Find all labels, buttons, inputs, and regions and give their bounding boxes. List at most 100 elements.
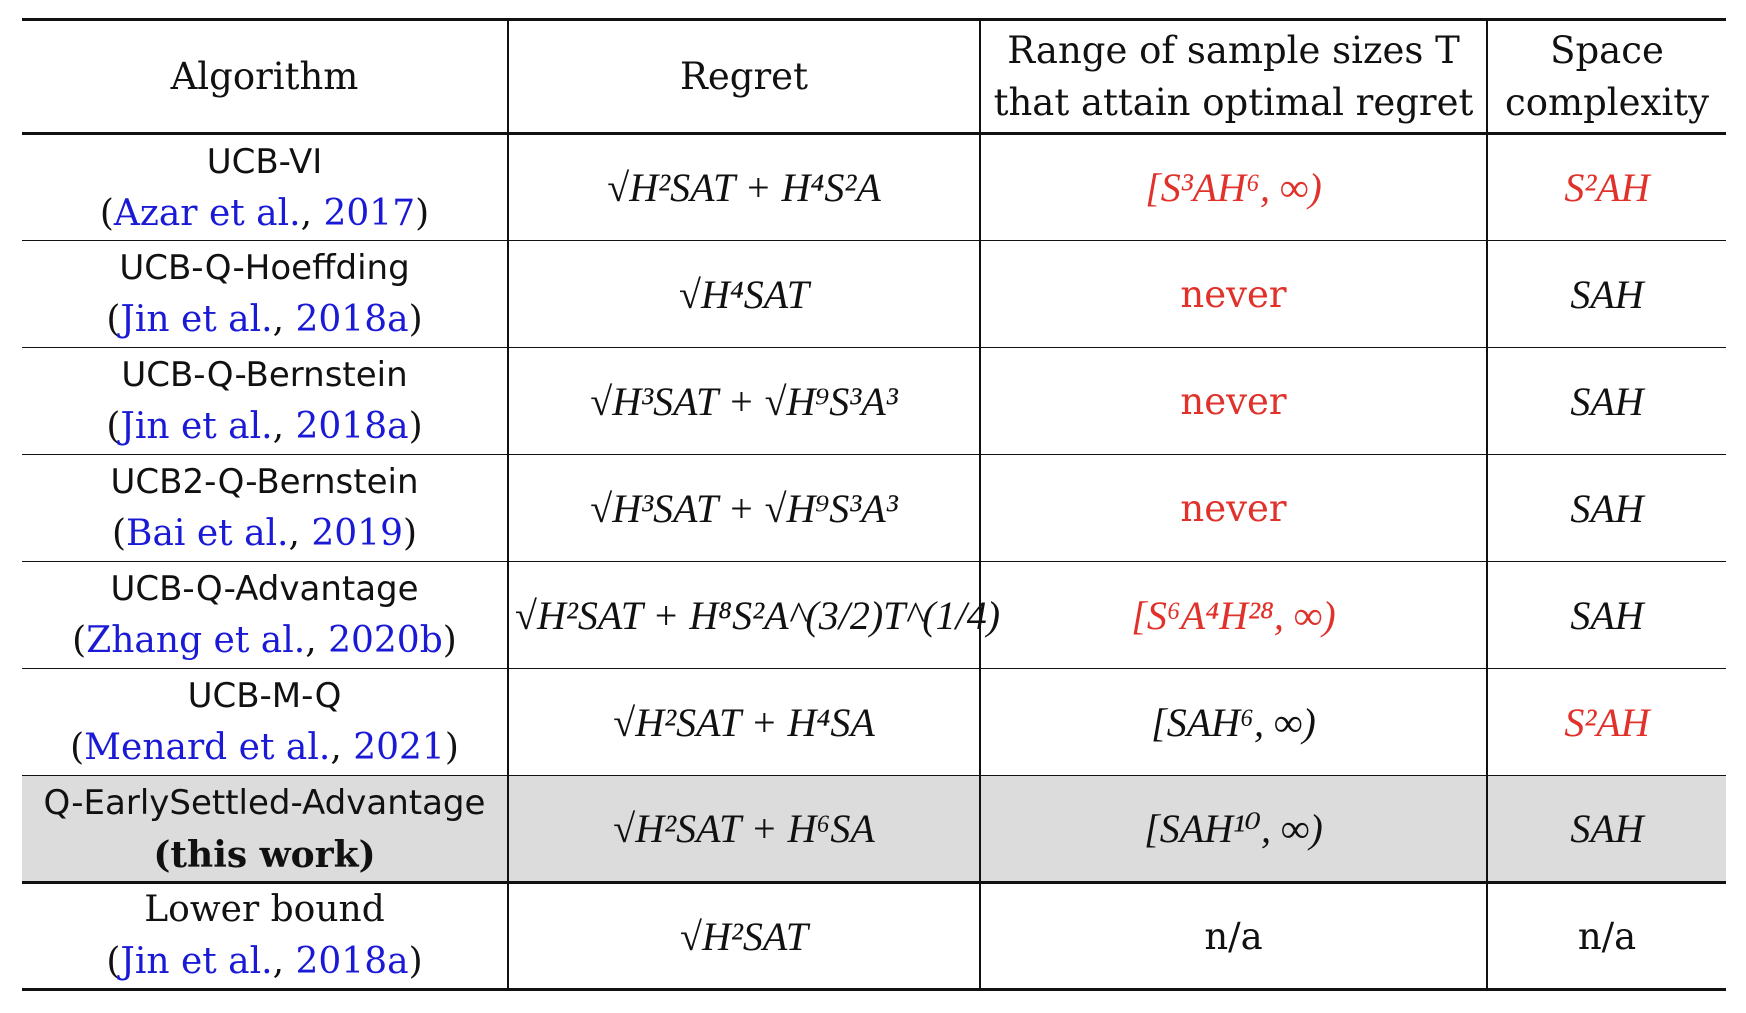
header-range: Range of sample sizes T that attain opti… [979, 18, 1487, 135]
algorithm-cell: UCB-Q-Hoeffding (Jin et al., 2018a) [22, 240, 508, 348]
space-cell: S²AH [1486, 668, 1726, 776]
range-cell: never [979, 240, 1487, 348]
header-row: Algorithm Regret Range of sample sizes T… [22, 18, 1726, 135]
cite-sep: , [305, 620, 329, 661]
header-regret: Regret [507, 18, 980, 135]
table-row: UCB-Q-Hoeffding (Jin et al., 2018a) √H⁴S… [22, 240, 1726, 348]
regret-cell: √H²SAT + H⁴SA [507, 668, 980, 776]
citation-author-link[interactable]: Jin et al. [120, 299, 273, 340]
cite-paren-open: ( [106, 406, 121, 447]
table-row: UCB-VI (Azar et al., 2017) √H²SAT + H⁴S²… [22, 133, 1726, 241]
citation-author-link[interactable]: Bai et al. [125, 513, 289, 554]
citation-author-link[interactable]: Jin et al. [120, 406, 273, 447]
algorithm-name: UCB2-Q-Bernstein [110, 462, 419, 502]
citation: (Jin et al., 2018a) [28, 401, 501, 453]
cite-sep: , [288, 513, 312, 554]
table-row: UCB-M-Q (Menard et al., 2021) √H²SAT + H… [22, 668, 1726, 776]
cite-paren-open: ( [106, 941, 121, 982]
cite-paren-close: ) [415, 192, 430, 234]
regret-cell: √H³SAT + √H⁹S³A³ [507, 454, 980, 562]
cite-paren-open: ( [111, 513, 126, 554]
cite-sep: , [300, 192, 324, 234]
space-cell: SAH [1486, 775, 1726, 884]
regret-cell: √H³SAT + √H⁹S³A³ [507, 347, 980, 455]
algorithm-cell: Lower bound (Jin et al., 2018a) [22, 882, 508, 991]
header-space: Space complexity [1486, 18, 1726, 135]
header-algorithm: Algorithm [22, 18, 508, 135]
regret-cell: √H²SAT + H⁶SA [507, 775, 980, 884]
header-range-line2: that attain optimal regret [993, 80, 1474, 124]
algorithm-cell: UCB-Q-Bernstein (Jin et al., 2018a) [22, 347, 508, 455]
citation-author-link[interactable]: Menard et al. [84, 727, 331, 768]
cite-paren-close: ) [408, 299, 423, 340]
table-row: UCB-Q-Bernstein (Jin et al., 2018a) √H³S… [22, 347, 1726, 455]
space-cell: SAH [1486, 561, 1726, 669]
citation-author-link[interactable]: Azar et al. [113, 192, 301, 234]
citation-year-link[interactable]: 2018a [295, 299, 409, 340]
cite-paren-open: ( [106, 299, 121, 340]
cite-paren-close: ) [408, 941, 423, 982]
citation-year-link[interactable]: 2017 [323, 192, 416, 234]
algorithm-name: UCB-VI [206, 141, 323, 182]
algorithm-name: UCB-Q-Hoeffding [119, 248, 410, 288]
citation-year-link[interactable]: 2021 [353, 727, 445, 768]
cite-paren-open: ( [70, 727, 85, 768]
cite-paren-close: ) [444, 727, 459, 768]
cite-paren-close: ) [408, 406, 423, 447]
header-space-line1: Space [1550, 28, 1664, 72]
comparison-table: Algorithm Regret Range of sample sizes T… [22, 18, 1726, 991]
citation: (Azar et al., 2017) [28, 188, 501, 240]
citation-author-link[interactable]: Jin et al. [120, 941, 273, 982]
citation: (Jin et al., 2018a) [28, 294, 501, 346]
range-cell: never [979, 454, 1487, 562]
range-cell: [SAH⁶, ∞) [979, 668, 1487, 776]
algorithm-cell: UCB-Q-Advantage (Zhang et al., 2020b) [22, 561, 508, 669]
cite-paren-open: ( [72, 620, 87, 661]
cite-sep: , [330, 727, 354, 768]
space-cell: S²AH [1486, 133, 1726, 241]
range-cell: [S⁶A⁴H²⁸, ∞) [979, 561, 1487, 669]
algorithm-cell: UCB-VI (Azar et al., 2017) [22, 133, 508, 241]
cite-paren-close: ) [403, 513, 418, 554]
citation-author-link[interactable]: Zhang et al. [86, 620, 306, 661]
range-cell: n/a [979, 882, 1487, 991]
header-space-line2: complexity [1505, 80, 1709, 124]
algorithm-name: Q-EarlySettled-Advantage [43, 782, 486, 823]
table-row: UCB-Q-Advantage (Zhang et al., 2020b) √H… [22, 561, 1726, 669]
regret-cell: √H⁴SAT [507, 240, 980, 348]
header-range-line1: Range of sample sizes T [1007, 28, 1460, 72]
citation: (Zhang et al., 2020b) [28, 615, 501, 667]
algorithm-name: Lower bound [144, 889, 385, 930]
range-cell: [SAH¹⁰, ∞) [979, 775, 1487, 884]
citation-year-link[interactable]: 2019 [311, 513, 404, 554]
cite-sep: , [272, 406, 296, 447]
table-row: UCB2-Q-Bernstein (Bai et al., 2019) √H³S… [22, 454, 1726, 562]
cite-sep: , [272, 299, 296, 340]
regret-cell: √H²SAT + H⁴S²A [507, 133, 980, 241]
regret-cell: √H²SAT [507, 882, 980, 991]
regret-cell: √H²SAT + H⁸S²A^(3/2)T^(1/4) [507, 561, 1000, 669]
range-cell: never [979, 347, 1487, 455]
citation: (Bai et al., 2019) [28, 508, 501, 560]
citation-year-link[interactable]: 2018a [295, 941, 409, 982]
algorithm-cell: UCB2-Q-Bernstein (Bai et al., 2019) [22, 454, 508, 562]
algorithm-name: UCB-Q-Bernstein [121, 355, 408, 395]
algorithm-name: UCB-Q-Advantage [110, 569, 419, 609]
citation: (Jin et al., 2018a) [28, 936, 501, 988]
space-cell: SAH [1486, 240, 1726, 348]
algorithm-name: UCB-M-Q [187, 676, 342, 716]
table-row-lower-bound: Lower bound (Jin et al., 2018a) √H²SAT n… [22, 882, 1726, 991]
citation: (Menard et al., 2021) [28, 722, 501, 774]
table-row-this-work: Q-EarlySettled-Advantage (this work) √H²… [22, 775, 1726, 884]
space-cell: SAH [1486, 347, 1726, 455]
space-cell: SAH [1486, 454, 1726, 562]
this-work-note: (this work) [153, 833, 376, 876]
cite-paren-open: ( [99, 192, 114, 234]
algorithm-cell: UCB-M-Q (Menard et al., 2021) [22, 668, 508, 776]
cite-sep: , [272, 941, 296, 982]
space-cell: n/a [1486, 882, 1726, 991]
citation-year-link[interactable]: 2018a [295, 406, 409, 447]
citation-year-link[interactable]: 2020b [328, 620, 443, 661]
algorithm-cell: Q-EarlySettled-Advantage (this work) [22, 775, 508, 884]
range-cell: [S³AH⁶, ∞) [979, 133, 1487, 241]
